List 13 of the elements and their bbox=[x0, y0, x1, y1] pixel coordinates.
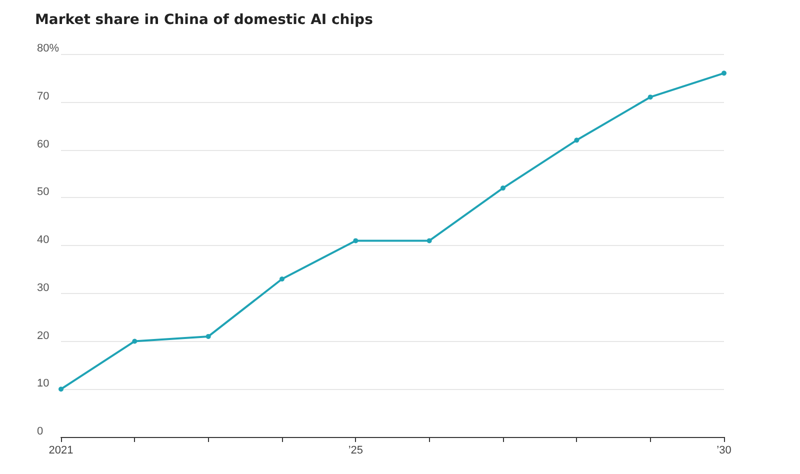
y-tick-label: 80% bbox=[37, 42, 60, 54]
y-tick-label: 50 bbox=[37, 186, 50, 198]
y-tick-label: 30 bbox=[37, 282, 50, 294]
chart-title: Market share in China of domestic AI chips bbox=[35, 12, 373, 28]
y-tick-label: 20 bbox=[37, 330, 50, 342]
y-tick-label: 70 bbox=[37, 90, 50, 102]
y-tick-label: 0 bbox=[37, 426, 44, 438]
x-tick-label: 2021 bbox=[48, 444, 74, 456]
x-tick-label: ’30 bbox=[716, 444, 732, 456]
y-tick-label: 10 bbox=[37, 378, 50, 390]
x-tick-label: ’25 bbox=[348, 444, 364, 456]
y-tick-label: 60 bbox=[37, 138, 50, 150]
y-tick-label: 40 bbox=[37, 234, 50, 246]
